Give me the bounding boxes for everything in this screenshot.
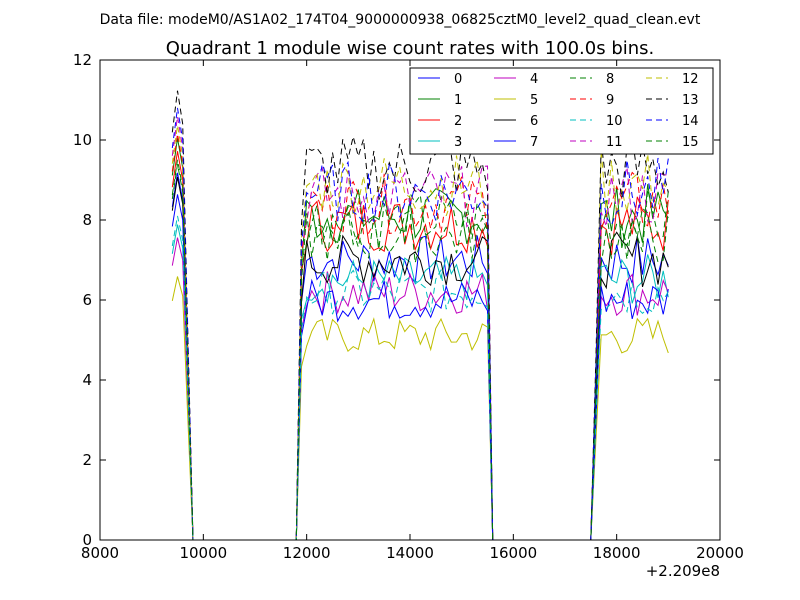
x-tick-label: 16000 bbox=[489, 544, 537, 562]
legend-label-15: 15 bbox=[682, 135, 699, 150]
series-group bbox=[171, 90, 669, 541]
series-line-10 bbox=[171, 215, 669, 541]
x-tick-label: 12000 bbox=[283, 544, 331, 562]
y-tick-label: 6 bbox=[82, 291, 92, 309]
series-line-4 bbox=[171, 237, 669, 541]
legend-label-11: 11 bbox=[606, 135, 623, 150]
legend-label-0: 0 bbox=[454, 72, 462, 87]
chart-suptitle: Data file: modeM0/AS1A02_174T04_90000009… bbox=[100, 12, 701, 28]
y-tick-label: 12 bbox=[73, 51, 92, 69]
x-tick-label: 14000 bbox=[386, 544, 434, 562]
legend-label-2: 2 bbox=[454, 114, 462, 129]
legend-label-3: 3 bbox=[454, 135, 462, 150]
x-tick-label: 20000 bbox=[696, 544, 744, 562]
x-tick-label: 18000 bbox=[593, 544, 641, 562]
x-offset-label: +2.209e8 bbox=[646, 562, 720, 580]
x-tick-label: 10000 bbox=[179, 544, 227, 562]
legend-label-12: 12 bbox=[682, 72, 699, 87]
y-tick-label: 8 bbox=[82, 211, 92, 229]
legend-label-5: 5 bbox=[530, 93, 538, 108]
legend-label-7: 7 bbox=[530, 135, 538, 150]
chart-title: Quadrant 1 module wise count rates with … bbox=[166, 38, 655, 59]
legend-label-10: 10 bbox=[606, 114, 623, 129]
legend-box bbox=[409, 67, 714, 155]
y-tick-label: 0 bbox=[82, 531, 92, 549]
legend-label-13: 13 bbox=[682, 93, 699, 108]
y-tick-label: 4 bbox=[82, 371, 92, 389]
legend-label-8: 8 bbox=[606, 72, 614, 87]
y-tick-label: 10 bbox=[73, 131, 92, 149]
legend-label-9: 9 bbox=[606, 93, 614, 108]
legend-label-4: 4 bbox=[530, 72, 538, 87]
x-tick-label: 8000 bbox=[81, 544, 119, 562]
legend-label-14: 14 bbox=[682, 114, 699, 129]
series-line-3 bbox=[171, 224, 669, 541]
axis-group: 8000 10000 12000 14000 16000 18000 20000 0 2 4 6 8 1… bbox=[73, 51, 744, 562]
y-tick-label: 2 bbox=[82, 451, 92, 469]
legend-label-6: 6 bbox=[530, 114, 538, 129]
legend-label-1: 1 bbox=[454, 93, 462, 108]
